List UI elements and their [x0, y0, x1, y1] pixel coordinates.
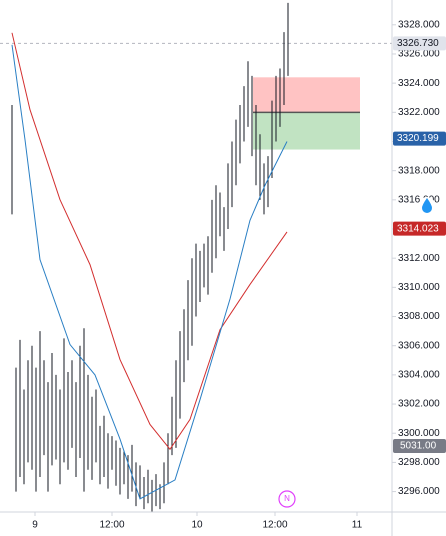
price-label: 3314.023 — [397, 223, 439, 234]
stop-zone — [253, 77, 360, 113]
y-tick-label: 3300.000 — [398, 428, 440, 439]
y-tick-label: 3326.000 — [398, 49, 440, 60]
y-tick-label: 3310.000 — [398, 282, 440, 293]
price-label: 3326.730 — [397, 38, 439, 49]
x-tick-label: 11 — [352, 520, 363, 531]
event-label: N — [284, 494, 290, 503]
y-tick-label: 3298.000 — [398, 457, 440, 468]
y-tick-label: 3306.000 — [398, 340, 440, 351]
price-label-box — [393, 221, 446, 236]
price-label: 3320.199 — [397, 133, 439, 144]
y-tick-label: 3316.000 — [398, 194, 440, 205]
y-tick-label: 3322.000 — [398, 107, 440, 118]
y-tick-label: 3324.000 — [398, 78, 440, 89]
event-marker — [278, 490, 296, 508]
x-tick-label: 12:00 — [99, 520, 124, 531]
volume-label-box — [393, 439, 446, 453]
y-tick-label: 3318.000 — [398, 165, 440, 176]
y-tick-label: 3312.000 — [398, 253, 440, 264]
moving-average — [11, 32, 288, 451]
y-tick-label: 3308.000 — [398, 311, 440, 322]
price-label-box — [393, 36, 446, 51]
y-tick-label: 3328.000 — [398, 19, 440, 30]
x-tick-label: 12:00 — [262, 520, 287, 531]
y-tick-label: 3296.000 — [398, 486, 440, 497]
drop — [422, 198, 432, 213]
target-zone — [253, 112, 360, 150]
x-tick-label: 10 — [191, 520, 203, 531]
x-tick-label: 9 — [32, 520, 38, 531]
drop-icon — [419, 197, 435, 213]
y-tick-label: 3302.000 — [398, 399, 440, 410]
y-tick-label: 3304.000 — [398, 370, 440, 381]
plot-area — [0, 2, 392, 512]
price-label-box — [393, 131, 446, 146]
moving-average — [11, 44, 288, 500]
volume-label: 5031.00 — [400, 441, 437, 452]
